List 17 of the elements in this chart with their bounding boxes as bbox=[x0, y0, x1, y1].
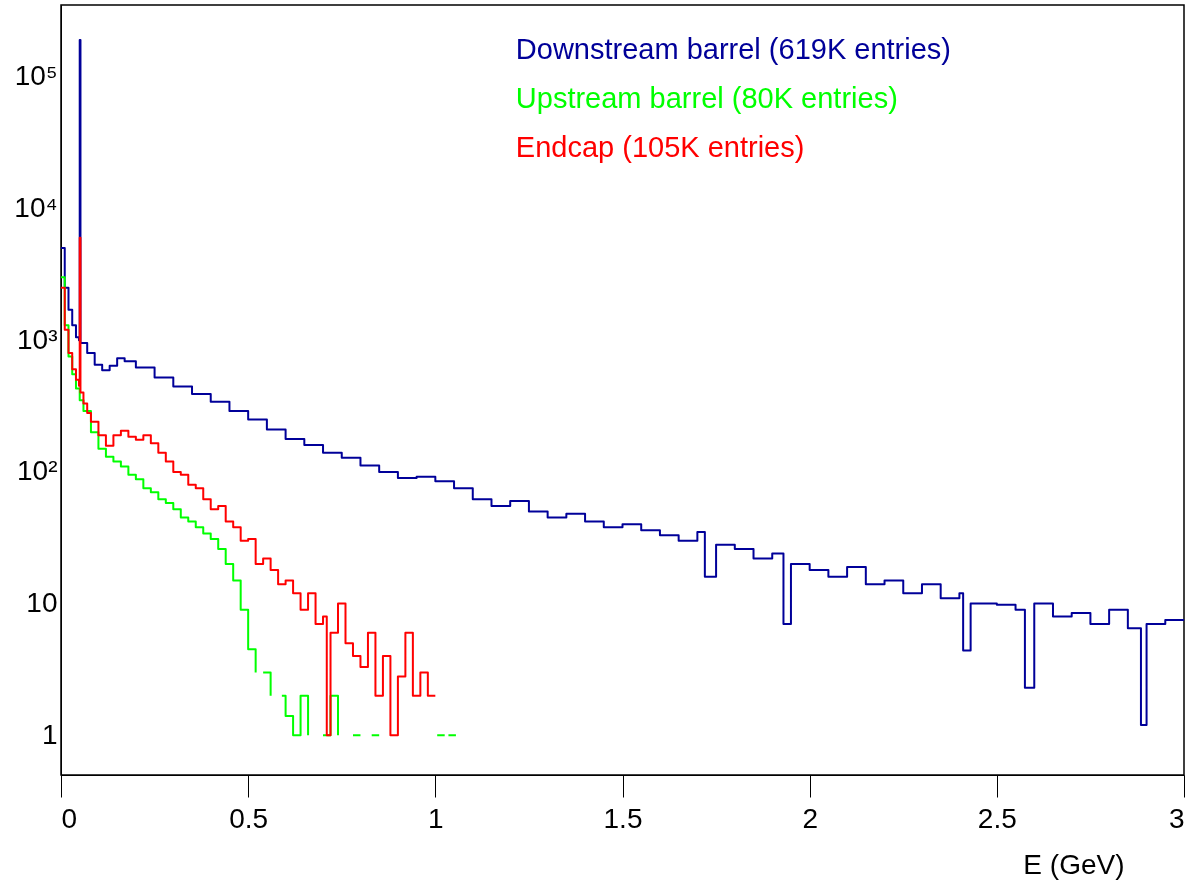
text: Endcap (105K entries) bbox=[515, 131, 805, 163]
text: Upstream barrel (80K entries) bbox=[515, 82, 898, 114]
x-tick-label: 2 bbox=[802, 802, 818, 834]
x-tick-label: 1.5 bbox=[603, 802, 643, 834]
y-tick-label: 1 bbox=[41, 718, 58, 750]
x-tick-label: 0.5 bbox=[229, 802, 269, 834]
x-tick-label: 0 bbox=[61, 802, 78, 834]
y-tick-label: 10 bbox=[26, 587, 58, 619]
text: Downstream barrel (619K entries) bbox=[515, 33, 951, 65]
x-tick-label: 1 bbox=[428, 802, 444, 834]
y-tick-label: 10⁴ bbox=[14, 191, 58, 223]
y-tick-label: 10³ bbox=[17, 323, 58, 355]
y-tick-label: 10⁵ bbox=[14, 60, 58, 92]
y-tick-label: 10² bbox=[17, 455, 58, 487]
x-axis-title: E (GeV) bbox=[1023, 848, 1125, 880]
x-tick-label: 2.5 bbox=[977, 802, 1017, 834]
x-tick-label: 3 bbox=[1168, 802, 1185, 834]
